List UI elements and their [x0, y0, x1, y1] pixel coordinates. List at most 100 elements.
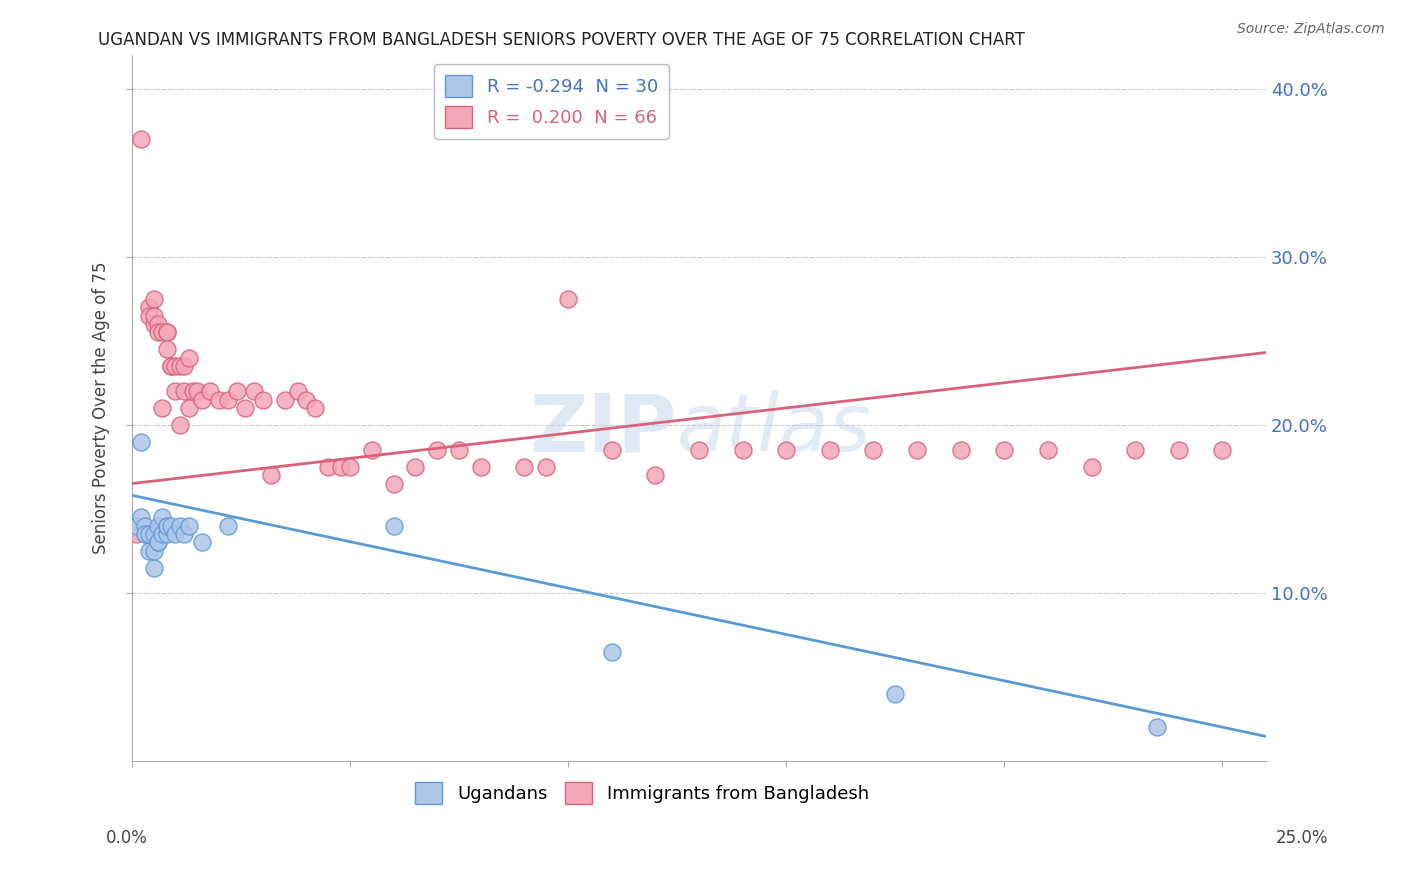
- Text: ZIP: ZIP: [529, 390, 676, 468]
- Point: [557, 292, 579, 306]
- Point: [1036, 442, 1059, 457]
- Point: [142, 292, 165, 306]
- Point: [470, 459, 492, 474]
- Point: [177, 518, 200, 533]
- Point: [217, 392, 239, 407]
- Point: [360, 442, 382, 457]
- Point: [688, 442, 710, 457]
- Point: [138, 309, 160, 323]
- Point: [160, 359, 183, 373]
- Point: [169, 518, 191, 533]
- Point: [217, 518, 239, 533]
- Point: [1167, 442, 1189, 457]
- Point: [146, 326, 169, 340]
- Text: Source: ZipAtlas.com: Source: ZipAtlas.com: [1237, 22, 1385, 37]
- Point: [142, 543, 165, 558]
- Point: [993, 442, 1015, 457]
- Point: [536, 459, 558, 474]
- Point: [1146, 720, 1168, 734]
- Point: [156, 342, 179, 356]
- Point: [208, 392, 231, 407]
- Point: [138, 300, 160, 314]
- Point: [146, 535, 169, 549]
- Point: [330, 459, 353, 474]
- Point: [146, 317, 169, 331]
- Point: [146, 518, 169, 533]
- Point: [156, 326, 179, 340]
- Point: [177, 401, 200, 415]
- Point: [382, 518, 405, 533]
- Point: [426, 442, 449, 457]
- Point: [600, 442, 623, 457]
- Legend: Ugandans, Immigrants from Bangladesh: Ugandans, Immigrants from Bangladesh: [408, 775, 876, 812]
- Point: [233, 401, 256, 415]
- Point: [142, 560, 165, 574]
- Point: [173, 527, 195, 541]
- Point: [165, 384, 187, 399]
- Text: UGANDAN VS IMMIGRANTS FROM BANGLADESH SENIORS POVERTY OVER THE AGE OF 75 CORRELA: UGANDAN VS IMMIGRANTS FROM BANGLADESH SE…: [98, 31, 1025, 49]
- Point: [129, 510, 152, 524]
- Point: [156, 527, 179, 541]
- Point: [287, 384, 309, 399]
- Point: [156, 518, 179, 533]
- Point: [156, 326, 179, 340]
- Point: [225, 384, 247, 399]
- Point: [129, 132, 152, 146]
- Point: [295, 392, 318, 407]
- Point: [134, 527, 156, 541]
- Point: [644, 468, 666, 483]
- Point: [150, 527, 173, 541]
- Y-axis label: Seniors Poverty Over the Age of 75: Seniors Poverty Over the Age of 75: [93, 261, 110, 554]
- Point: [169, 359, 191, 373]
- Point: [169, 417, 191, 432]
- Point: [142, 317, 165, 331]
- Point: [125, 527, 148, 541]
- Point: [447, 442, 470, 457]
- Point: [339, 459, 361, 474]
- Point: [818, 442, 841, 457]
- Point: [156, 518, 179, 533]
- Point: [731, 442, 754, 457]
- Point: [273, 392, 295, 407]
- Point: [142, 309, 165, 323]
- Text: atlas: atlas: [676, 390, 870, 468]
- Point: [905, 442, 928, 457]
- Point: [316, 459, 339, 474]
- Point: [190, 535, 212, 549]
- Point: [382, 476, 405, 491]
- Point: [138, 527, 160, 541]
- Point: [134, 527, 156, 541]
- Point: [150, 326, 173, 340]
- Point: [186, 384, 208, 399]
- Text: 25.0%: 25.0%: [1277, 829, 1329, 847]
- Point: [252, 392, 274, 407]
- Point: [165, 527, 187, 541]
- Point: [150, 510, 173, 524]
- Point: [1123, 442, 1146, 457]
- Point: [138, 543, 160, 558]
- Point: [125, 518, 148, 533]
- Point: [160, 359, 183, 373]
- Point: [146, 535, 169, 549]
- Point: [949, 442, 972, 457]
- Point: [775, 442, 797, 457]
- Point: [1080, 459, 1102, 474]
- Point: [134, 518, 156, 533]
- Point: [190, 392, 212, 407]
- Point: [142, 527, 165, 541]
- Point: [173, 384, 195, 399]
- Point: [243, 384, 266, 399]
- Point: [150, 401, 173, 415]
- Point: [260, 468, 283, 483]
- Point: [200, 384, 222, 399]
- Point: [160, 518, 183, 533]
- Point: [181, 384, 204, 399]
- Point: [173, 359, 195, 373]
- Point: [862, 442, 884, 457]
- Point: [177, 351, 200, 365]
- Point: [304, 401, 326, 415]
- Point: [165, 359, 187, 373]
- Point: [129, 434, 152, 449]
- Point: [884, 687, 907, 701]
- Text: 0.0%: 0.0%: [105, 829, 148, 847]
